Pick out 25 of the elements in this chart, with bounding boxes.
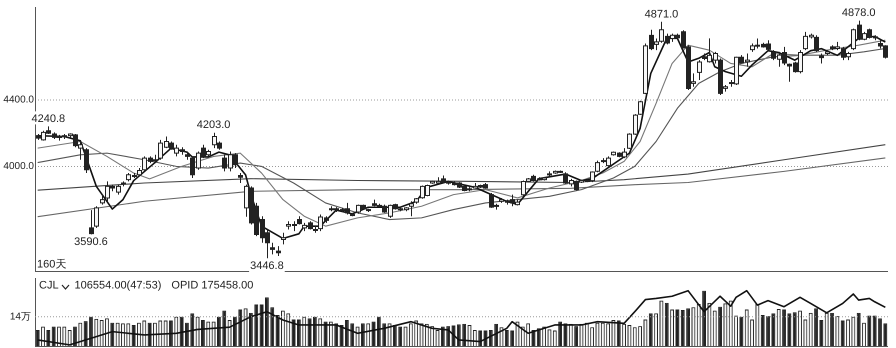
candlestick (819, 52, 824, 64)
annotation: CJL (39, 280, 59, 292)
candlestick (100, 194, 105, 206)
candlestick (270, 242, 275, 255)
annotation: 4871.0 (644, 8, 678, 20)
annotation: 160天 (37, 258, 66, 271)
annotation: 106554.00(47:53) (74, 280, 162, 292)
candlestick (281, 232, 286, 245)
y-tick-label: 4400.0 (3, 94, 34, 106)
ref-line-label: 14万 (10, 311, 31, 322)
annotation: OPID 175458.00 (171, 280, 254, 292)
annotation: 4203.0 (196, 119, 230, 132)
candlestick (697, 60, 702, 81)
candlestick (276, 246, 281, 257)
annotation: 4878.0 (842, 7, 876, 20)
annotation: 3590.6 (74, 236, 108, 248)
candlestick (595, 160, 600, 173)
y-tick-label: 4000.0 (3, 161, 34, 172)
candlestick (238, 172, 243, 184)
candlestick (94, 206, 99, 228)
candlestick (84, 148, 89, 174)
candlestick (409, 200, 414, 217)
annotation: 3446.8 (250, 260, 284, 272)
annotation: 4240.8 (32, 112, 66, 125)
candlestick (89, 210, 94, 235)
